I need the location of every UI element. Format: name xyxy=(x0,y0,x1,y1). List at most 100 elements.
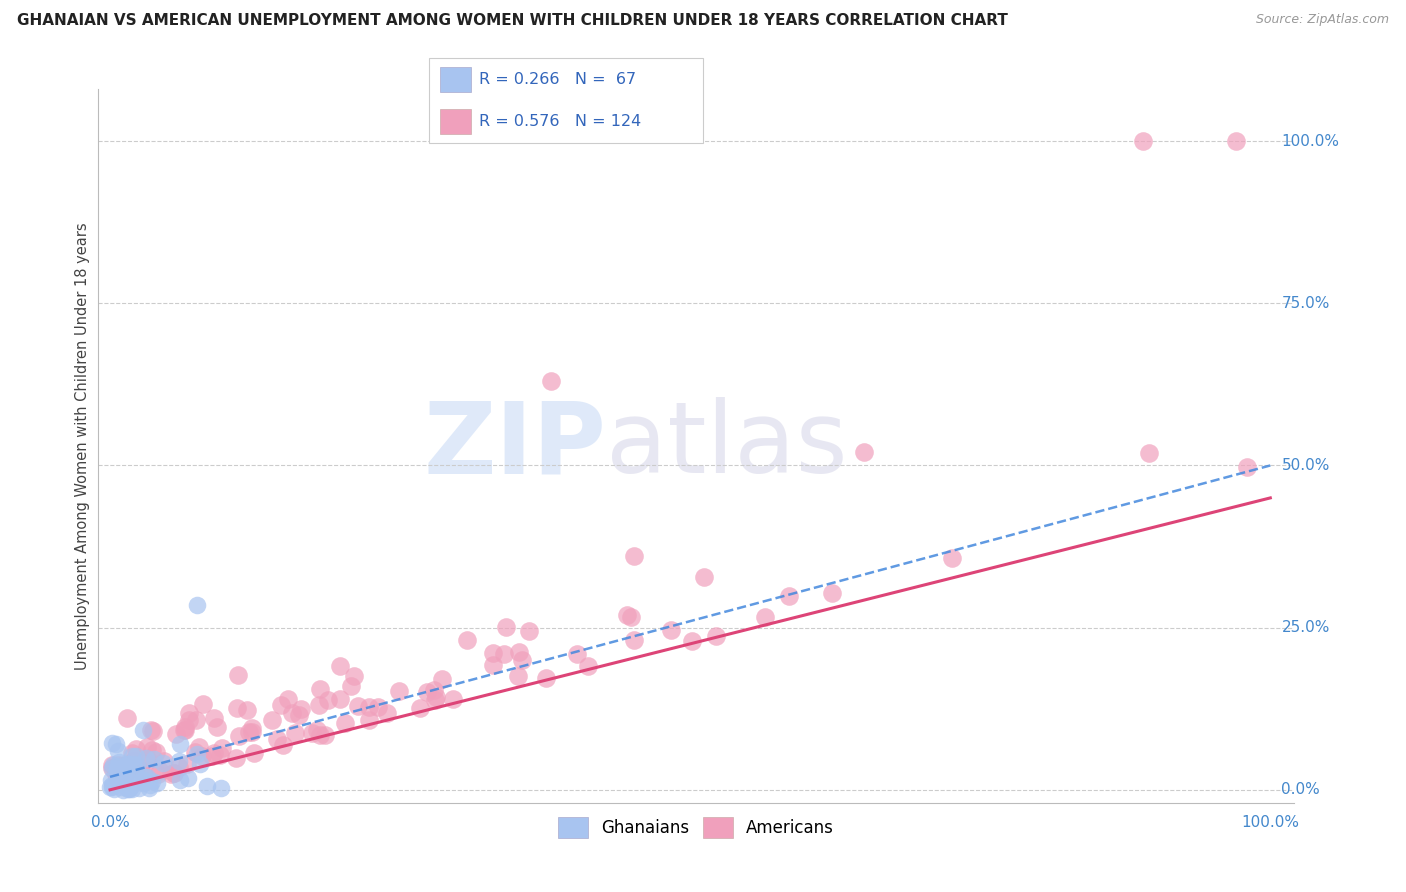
Point xyxy=(495,620,517,634)
Point xyxy=(623,549,645,563)
Point xyxy=(314,728,336,742)
Point xyxy=(425,690,447,704)
Point xyxy=(456,633,478,648)
Point xyxy=(176,757,198,772)
Point xyxy=(193,697,215,711)
Point xyxy=(174,723,197,737)
Point xyxy=(135,751,157,765)
Point xyxy=(284,725,307,739)
Point xyxy=(124,753,146,767)
Point xyxy=(225,750,247,764)
Y-axis label: Unemployment Among Women with Children Under 18 years: Unemployment Among Women with Children U… xyxy=(75,222,90,670)
Point xyxy=(517,624,540,638)
Point xyxy=(301,726,323,740)
Point xyxy=(131,772,153,787)
Point xyxy=(482,646,505,660)
Point xyxy=(101,761,124,775)
Text: 75.0%: 75.0% xyxy=(1281,296,1330,310)
Point xyxy=(115,711,138,725)
Point xyxy=(432,672,454,686)
Point xyxy=(125,759,148,773)
Point xyxy=(132,776,155,790)
Point xyxy=(340,680,363,694)
Point xyxy=(115,765,138,780)
Point xyxy=(141,773,163,788)
Text: 25.0%: 25.0% xyxy=(1281,620,1330,635)
Point xyxy=(693,570,716,584)
Point xyxy=(110,769,132,783)
Point xyxy=(333,715,356,730)
Point xyxy=(125,742,148,756)
Point xyxy=(540,374,562,388)
Point xyxy=(125,758,148,772)
Point xyxy=(754,609,776,624)
Point xyxy=(186,747,208,762)
Point xyxy=(104,737,127,751)
Point xyxy=(114,767,136,781)
Point xyxy=(128,780,150,795)
Point xyxy=(105,762,128,776)
Point xyxy=(105,771,128,785)
Point xyxy=(375,706,398,721)
Point xyxy=(121,777,143,791)
Text: Source: ZipAtlas.com: Source: ZipAtlas.com xyxy=(1256,13,1389,27)
Point xyxy=(115,772,138,787)
Text: 0.0%: 0.0% xyxy=(1281,782,1320,797)
Point xyxy=(163,765,186,780)
Point xyxy=(169,738,191,752)
Point xyxy=(115,779,138,793)
Point xyxy=(163,766,186,780)
Point xyxy=(138,780,160,795)
Point xyxy=(778,590,800,604)
Point xyxy=(616,608,638,623)
Text: R = 0.576   N = 124: R = 0.576 N = 124 xyxy=(479,114,641,129)
Point xyxy=(242,722,264,736)
Point xyxy=(152,754,174,768)
Point xyxy=(145,745,167,759)
Point xyxy=(186,713,208,727)
Point xyxy=(277,692,299,706)
Point xyxy=(188,756,211,771)
Point xyxy=(186,598,208,612)
Point xyxy=(101,758,124,772)
Point xyxy=(101,761,124,775)
Text: GHANAIAN VS AMERICAN UNEMPLOYMENT AMONG WOMEN WITH CHILDREN UNDER 18 YEARS CORRE: GHANAIAN VS AMERICAN UNEMPLOYMENT AMONG … xyxy=(17,13,1008,29)
Point xyxy=(202,711,225,725)
Point xyxy=(347,698,370,713)
Point xyxy=(179,706,201,721)
Point xyxy=(416,685,439,699)
Point xyxy=(121,779,143,793)
Text: 50.0%: 50.0% xyxy=(1281,458,1330,473)
Point xyxy=(359,713,381,727)
Point xyxy=(117,781,139,796)
Point xyxy=(329,691,352,706)
Point xyxy=(853,445,876,459)
Point xyxy=(1137,446,1160,460)
Point xyxy=(820,586,842,600)
Point xyxy=(167,754,190,768)
Point xyxy=(135,740,157,755)
Point xyxy=(191,748,214,763)
Point xyxy=(112,775,135,789)
Point xyxy=(510,653,533,667)
Point xyxy=(290,702,312,716)
Point xyxy=(139,723,162,737)
Point xyxy=(103,782,125,797)
Point xyxy=(1132,134,1154,148)
Point xyxy=(101,780,124,794)
Point xyxy=(169,760,191,774)
Text: 100.0%: 100.0% xyxy=(1241,814,1299,830)
Point xyxy=(105,758,128,772)
Point xyxy=(100,778,122,792)
Point xyxy=(100,772,122,787)
Point xyxy=(534,671,557,685)
Point xyxy=(209,780,232,795)
Point xyxy=(388,684,411,698)
Point xyxy=(174,720,197,734)
Point xyxy=(114,769,136,783)
Point xyxy=(112,777,135,791)
Point xyxy=(134,771,156,785)
Point xyxy=(441,692,464,706)
Point xyxy=(135,752,157,766)
Point xyxy=(117,756,139,771)
